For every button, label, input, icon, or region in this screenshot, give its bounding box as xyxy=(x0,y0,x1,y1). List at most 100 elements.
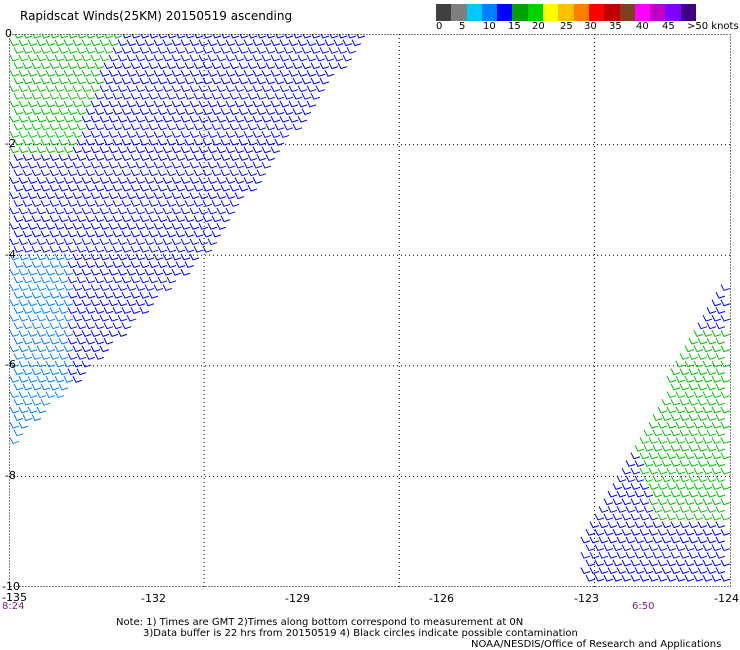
wind-barb xyxy=(104,34,114,39)
wind-barb xyxy=(238,108,249,116)
wind-barb xyxy=(81,360,92,368)
wind-barb xyxy=(135,54,146,62)
wind-barb xyxy=(139,62,150,70)
wind-barb xyxy=(328,47,339,54)
wind-barb xyxy=(157,47,168,54)
wind-barb xyxy=(288,115,299,123)
wind-barb xyxy=(661,567,672,575)
wind-barb xyxy=(94,261,105,269)
plot-border xyxy=(9,34,731,587)
wind-barb xyxy=(108,314,119,322)
wind-barb xyxy=(121,62,132,70)
wind-barb xyxy=(94,245,105,253)
wind-barb xyxy=(157,276,168,284)
wind-barb xyxy=(40,398,51,406)
wind-barb xyxy=(36,39,47,47)
wind-barb xyxy=(130,169,141,177)
wind-barb xyxy=(49,77,60,85)
wind-barb xyxy=(166,62,177,70)
wind-barb xyxy=(193,215,204,223)
wind-barb xyxy=(311,34,321,39)
wind-barb xyxy=(180,161,191,169)
wind-barb xyxy=(112,77,123,85)
wind-barb xyxy=(180,39,191,47)
wind-barb xyxy=(198,223,209,230)
wind-barb xyxy=(112,230,123,238)
wind-barb xyxy=(22,169,33,177)
wind-barb xyxy=(103,123,114,131)
wind-barb xyxy=(247,108,258,116)
wind-barb xyxy=(76,368,87,376)
wind-barb xyxy=(162,54,173,62)
wind-barb xyxy=(171,238,182,246)
wind-barb xyxy=(652,551,663,559)
wind-barb xyxy=(666,421,677,429)
wind-barb xyxy=(131,34,141,39)
wind-barb xyxy=(715,398,726,406)
wind-barb xyxy=(648,498,659,506)
wind-barb xyxy=(148,77,159,85)
wind-barb xyxy=(238,123,249,131)
wind-barb xyxy=(697,551,708,559)
wind-barb xyxy=(130,92,141,100)
wind-barb xyxy=(99,207,110,215)
wind-barb xyxy=(81,54,92,62)
wind-barb xyxy=(634,521,645,529)
wind-barb xyxy=(140,34,150,39)
wind-barb xyxy=(720,314,731,322)
wind-barb xyxy=(279,131,290,139)
wind-barb xyxy=(265,123,276,131)
wind-barb xyxy=(351,39,362,47)
wind-barb xyxy=(234,192,245,200)
wind-barb xyxy=(18,161,29,169)
wind-barb xyxy=(715,337,726,345)
wind-barb xyxy=(76,353,87,360)
wind-barb xyxy=(715,307,726,315)
wind-barb xyxy=(679,398,690,406)
wind-barb xyxy=(594,574,605,582)
wind-barb xyxy=(207,207,218,215)
wind-barb xyxy=(58,154,69,162)
wind-barb xyxy=(711,345,722,353)
wind-barb xyxy=(216,131,227,139)
wind-barb xyxy=(99,177,110,184)
wind-barb xyxy=(157,92,168,100)
wind-barb xyxy=(666,498,677,506)
wind-barb xyxy=(333,39,344,47)
wind-barb xyxy=(310,92,321,100)
wind-barb xyxy=(94,47,105,54)
wind-barb xyxy=(184,123,195,131)
wind-barb xyxy=(108,85,119,93)
wind-barb xyxy=(90,345,101,353)
wind-barb xyxy=(238,47,249,54)
wind-barb xyxy=(31,62,42,70)
wind-barb xyxy=(162,192,173,200)
wind-barb xyxy=(18,268,29,276)
wind-barb xyxy=(13,245,24,253)
wind-barb xyxy=(63,192,74,200)
wind-barb xyxy=(283,92,294,100)
wind-barb xyxy=(76,276,87,284)
wind-barb xyxy=(18,284,29,292)
wind-barb xyxy=(22,353,33,360)
wind-barb xyxy=(594,513,605,521)
wind-barb xyxy=(126,207,137,215)
wind-barb xyxy=(693,330,704,337)
wind-barb xyxy=(22,47,33,54)
wind-barb xyxy=(189,131,200,139)
wind-barb xyxy=(675,376,686,383)
wind-barb xyxy=(189,223,200,230)
wind-barb xyxy=(688,337,699,345)
colorbar-segment xyxy=(619,4,635,21)
wind-barb xyxy=(679,475,690,483)
wind-barb xyxy=(211,138,222,146)
wind-barb xyxy=(103,337,114,345)
wind-barb xyxy=(27,39,38,47)
wind-barb xyxy=(58,337,69,345)
wind-barb xyxy=(67,276,78,284)
wind-barb xyxy=(9,437,20,445)
wind-barb xyxy=(175,184,186,192)
wind-barb xyxy=(94,337,105,345)
wind-barb xyxy=(648,513,659,521)
wind-barb xyxy=(90,299,101,307)
